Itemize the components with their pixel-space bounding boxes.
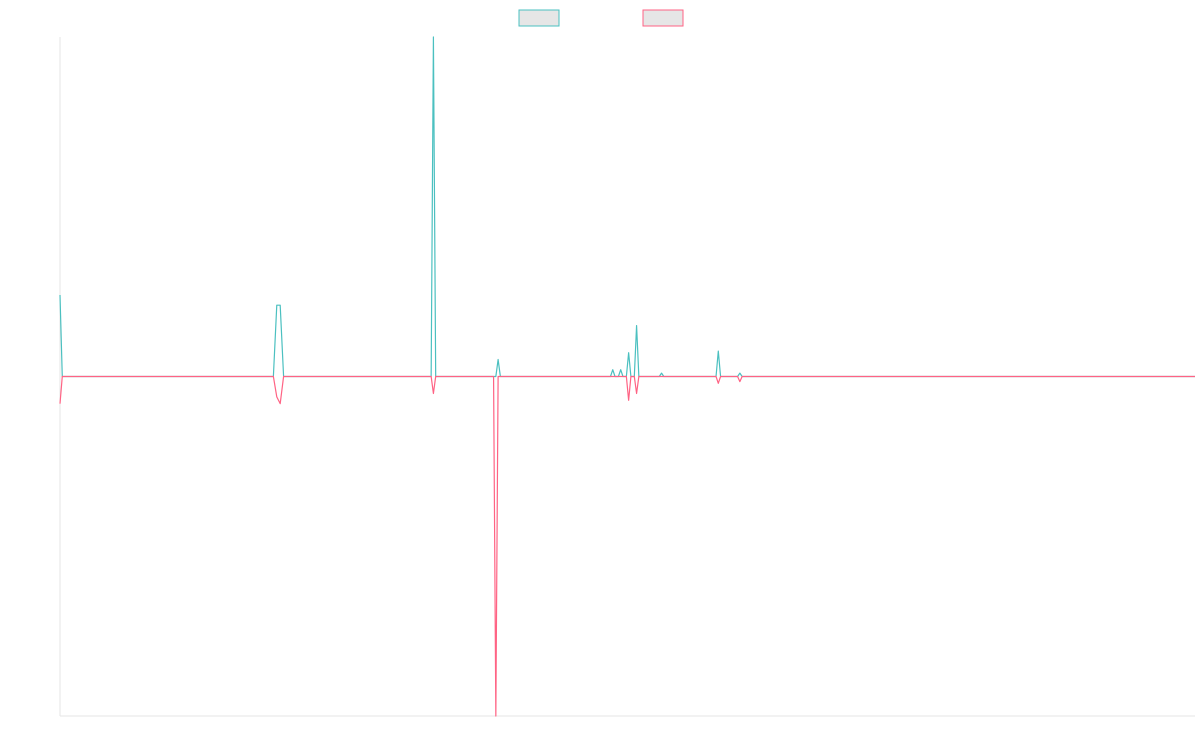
axes [59, 37, 1195, 717]
legend [518, 9, 684, 27]
plot-area [59, 36, 1195, 717]
series-line-2 [59, 375, 1195, 717]
legend-swatch-2 [642, 9, 684, 27]
legend-swatch-1 [518, 9, 560, 27]
series-line-1 [59, 36, 1195, 378]
